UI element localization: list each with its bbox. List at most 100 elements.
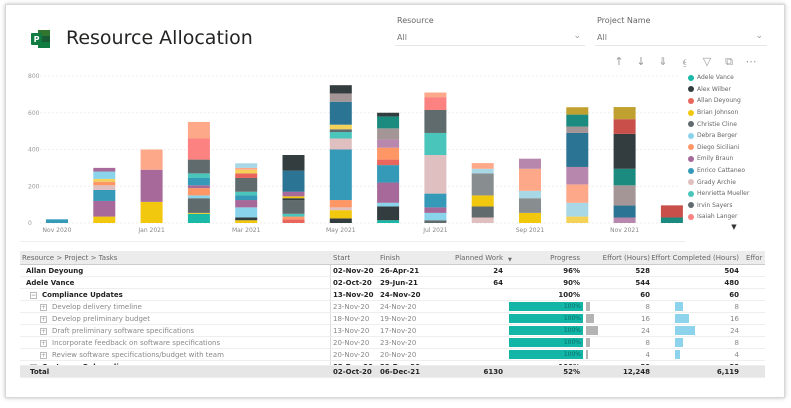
column-header[interactable]: Progress: [550, 254, 580, 262]
legend-item[interactable]: Allan Deyoung: [688, 95, 780, 107]
bar-segment-may-2021[interactable]: [329, 129, 352, 133]
bar-segment-apr-2021[interactable]: [282, 200, 305, 214]
bar-segment-feb-2021[interactable]: [187, 138, 210, 160]
bar-segment-feb-2021[interactable]: [187, 198, 210, 213]
expand-icon[interactable]: +: [40, 315, 47, 323]
bar-segment-nov-2020[interactable]: [46, 219, 68, 223]
bar-segment-aug-2021[interactable]: [471, 217, 494, 223]
bar-segment-oct-2021[interactable]: [566, 126, 589, 133]
bar-segment-apr-2021[interactable]: [282, 219, 305, 223]
bar-segment-dec-2020[interactable]: [93, 216, 116, 223]
bar-segment-aug-2021[interactable]: [471, 168, 494, 174]
bar-segment-sep-2021[interactable]: [519, 158, 541, 169]
arrow-down-icon[interactable]: ↓: [636, 55, 646, 68]
bar-segment-feb-2021[interactable]: [187, 212, 210, 214]
resource-slicer[interactable]: Resource All ⌄: [395, 14, 585, 46]
table-row[interactable]: − Compliance Updates 13-Nov-20 24-Nov-20 …: [20, 289, 765, 301]
expand-icon[interactable]: +: [40, 339, 47, 347]
bar-segment-aug-2021[interactable]: [471, 195, 494, 207]
bar-segment-mar-2021[interactable]: [235, 191, 258, 196]
resource-dropdown[interactable]: All ⌄: [395, 30, 585, 46]
table-row[interactable]: − Customer Onboarding 02-Dec-20 29-Dec-20…: [20, 361, 765, 366]
column-header[interactable]: Finish: [380, 254, 400, 262]
bar-segment-feb-2021[interactable]: [187, 177, 210, 186]
bar-segment-feb-2021[interactable]: [187, 213, 210, 223]
bar-segment-feb-2021[interactable]: [187, 195, 210, 199]
filter-icon[interactable]: ▽: [702, 55, 712, 68]
bar-segment-apr-2021[interactable]: [282, 196, 305, 199]
bar-segment-apr-2021[interactable]: [282, 191, 305, 197]
column-header[interactable]: Effort (Hours): [602, 254, 650, 262]
bar-segment-mar-2021[interactable]: [235, 177, 258, 192]
bar-segment-mar-2021[interactable]: [235, 167, 258, 170]
legend-item[interactable]: Adele Vance: [688, 72, 780, 84]
bar-segment-jul-2021[interactable]: [424, 207, 447, 213]
legend-item[interactable]: Isaiah Langer: [688, 211, 780, 223]
bar-segment-may-2021[interactable]: [329, 149, 352, 201]
column-header[interactable]: Effor: [746, 254, 763, 262]
column-header[interactable]: Start: [333, 254, 351, 262]
project-name-slicer[interactable]: Project Name All ⌄: [595, 14, 767, 46]
bar-segment-jul-2021[interactable]: [424, 92, 447, 98]
bar-segment-aug-2021[interactable]: [471, 163, 494, 169]
bar-segment-apr-2021[interactable]: [282, 198, 305, 201]
legend-item[interactable]: Henrietta Mueller: [688, 188, 780, 200]
bar-segment-oct-2021[interactable]: [566, 184, 589, 203]
bar-segment-jul-2021[interactable]: [424, 97, 447, 110]
bar-segment-may-2021[interactable]: [329, 85, 352, 94]
bar-segment-sep-2021[interactable]: [519, 168, 541, 191]
bar-segment-dec-2020[interactable]: [93, 167, 116, 172]
bar-segment-may-2021[interactable]: [329, 124, 352, 130]
bar-segment-oct-2021[interactable]: [566, 132, 589, 167]
legend-item[interactable]: Irvin Sayers: [688, 200, 780, 212]
bar-segment-may-2021[interactable]: [329, 101, 352, 125]
project-name-dropdown[interactable]: All ⌄: [595, 30, 767, 46]
bar-segment-oct-2021[interactable]: [566, 166, 589, 185]
bar-segment-dec-2020[interactable]: [93, 185, 116, 190]
legend-item[interactable]: Enrico Cattaneo: [688, 165, 780, 177]
more-options-icon[interactable]: ⋯: [745, 55, 757, 68]
bar-segment-nov-2021[interactable]: [613, 168, 636, 186]
legend-item[interactable]: Debra Berger: [688, 130, 780, 142]
bar-segment-dec-2020[interactable]: [93, 178, 116, 182]
bar-segment-nov-2021[interactable]: [613, 107, 636, 120]
legend-item[interactable]: Grady Archie: [688, 176, 780, 188]
bar-segment-mar-2021[interactable]: [235, 173, 258, 178]
table-row[interactable]: + Review software specifications/budget w…: [20, 349, 765, 361]
focus-mode-icon[interactable]: ⧉: [725, 55, 733, 68]
bar-segment-jun-2021[interactable]: [377, 147, 400, 160]
bar-segment-jun-2021[interactable]: [377, 159, 400, 166]
expand-hierarchy-icon[interactable]: ⍷: [681, 55, 689, 68]
bar-segment-sep-2021[interactable]: [519, 190, 541, 199]
table-row[interactable]: + Develop preliminary budget 18-Nov-20 19…: [20, 313, 765, 325]
bar-segment-jul-2021[interactable]: [424, 109, 447, 133]
bar-segment-jul-2021[interactable]: [424, 220, 447, 223]
bar-segment-apr-2021[interactable]: [282, 216, 305, 220]
bar-segment-may-2021[interactable]: [329, 218, 352, 223]
bar-segment-jun-2021[interactable]: [377, 139, 400, 148]
bar-segment-mar-2021[interactable]: [235, 200, 258, 208]
bar-segment-mar-2021[interactable]: [235, 217, 258, 221]
bar-segment-apr-2021[interactable]: [282, 213, 305, 217]
bar-segment-dec-2020[interactable]: [93, 171, 116, 179]
table-row[interactable]: + Incorporate feedback on software specif…: [20, 337, 765, 349]
bar-segment-jul-2021[interactable]: [424, 193, 447, 208]
bar-segment-mar-2021[interactable]: [235, 220, 258, 223]
table-row[interactable]: Allan Deyoung 02-Nov-20 26-Apr-21 24 96%…: [20, 265, 765, 277]
legend-item[interactable]: Brian Johnson: [688, 107, 780, 119]
bar-segment-dec-2020[interactable]: [93, 200, 116, 217]
expand-icon[interactable]: +: [40, 303, 47, 311]
bar-segment-may-2021[interactable]: [329, 200, 352, 208]
bar-segment-sep-2021[interactable]: [519, 212, 541, 223]
bar-segment-jun-2021[interactable]: [377, 220, 400, 223]
bar-segment-jun-2021[interactable]: [377, 128, 400, 140]
bar-segment-nov-2021[interactable]: [613, 133, 636, 169]
bar-segment-aug-2021[interactable]: [471, 206, 494, 218]
column-header[interactable]: Planned Work: [454, 254, 503, 262]
bar-segment-jan-2021[interactable]: [140, 201, 163, 223]
bar-segment-jun-2021[interactable]: [377, 116, 400, 129]
bar-segment-oct-2021[interactable]: [566, 216, 589, 223]
bar-segment-apr-2021[interactable]: [282, 170, 305, 192]
bar-segment-feb-2021[interactable]: [187, 188, 210, 196]
table-row[interactable]: + Develop delivery timeline 23-Nov-20 24-…: [20, 301, 765, 313]
